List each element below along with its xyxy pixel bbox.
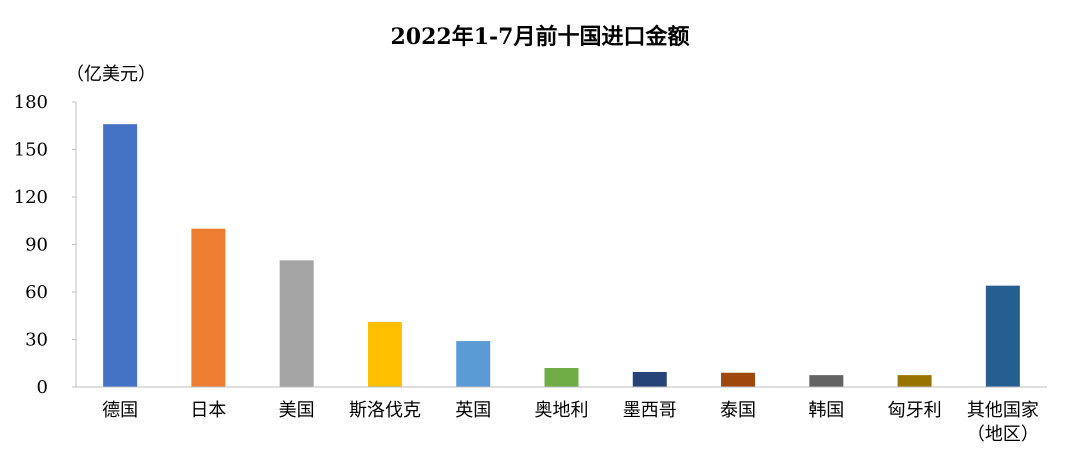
x-tick-label: 日本 — [190, 400, 227, 421]
bar — [279, 260, 314, 387]
bar — [721, 372, 756, 387]
chart-title: 2022年1-7月前十国进口金额 — [391, 24, 690, 50]
x-tick-label: 奥地利 — [534, 400, 589, 421]
x-tick-label: 墨西哥 — [622, 400, 677, 421]
bar — [191, 228, 226, 387]
bar — [809, 375, 844, 387]
bar — [897, 375, 932, 387]
y-tick-label: 120 — [14, 187, 48, 208]
y-axis-label: （亿美元） — [66, 64, 156, 85]
x-tick-label: 匈牙利 — [887, 400, 942, 421]
bar — [367, 322, 402, 387]
x-tick-label: 韩国 — [808, 400, 845, 421]
y-tick-label: 0 — [37, 377, 48, 398]
x-tick-label: 美国 — [278, 400, 315, 421]
bar — [632, 371, 667, 387]
x-tick-label: 其他国家（地区） — [966, 400, 1039, 445]
x-tick-label: 斯洛伐克 — [348, 400, 421, 421]
bar — [103, 124, 138, 388]
x-tick-label: 英国 — [455, 400, 492, 421]
y-tick-label: 150 — [14, 140, 48, 161]
y-tick-label: 180 — [14, 92, 48, 113]
y-tick-label: 60 — [25, 282, 48, 303]
x-tick-label: 德国 — [102, 400, 139, 421]
bar — [544, 368, 579, 387]
bar — [985, 285, 1020, 387]
x-tick-label: 泰国 — [720, 400, 757, 421]
y-tick-label: 30 — [25, 330, 48, 351]
y-tick-label: 90 — [25, 235, 48, 256]
bar — [456, 341, 491, 387]
